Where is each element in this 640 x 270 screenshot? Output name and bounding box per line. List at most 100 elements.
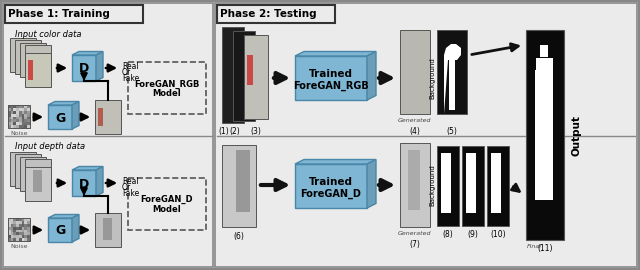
Bar xyxy=(217,5,335,23)
Polygon shape xyxy=(367,52,376,100)
Bar xyxy=(25,167,51,201)
Bar xyxy=(295,56,367,100)
Text: ForeGAN_D: ForeGAN_D xyxy=(301,189,362,199)
Text: Real: Real xyxy=(122,62,139,71)
Text: (6): (6) xyxy=(234,232,244,241)
Text: ForeGAN_RGB: ForeGAN_RGB xyxy=(134,79,200,89)
Text: ForeGAN_D: ForeGAN_D xyxy=(141,194,193,204)
Bar xyxy=(15,40,41,74)
Bar xyxy=(546,139,553,189)
Bar xyxy=(5,5,143,23)
Text: Background: Background xyxy=(429,164,435,206)
Text: Real: Real xyxy=(122,177,139,186)
Text: Generated: Generated xyxy=(398,231,431,236)
Bar xyxy=(103,218,112,240)
Bar xyxy=(10,152,36,186)
Polygon shape xyxy=(72,214,79,242)
Bar xyxy=(95,100,121,134)
Text: Or: Or xyxy=(122,183,131,192)
Bar xyxy=(437,30,467,114)
Bar xyxy=(491,153,501,213)
Polygon shape xyxy=(444,44,461,114)
Text: (4): (4) xyxy=(410,127,420,136)
Bar xyxy=(98,108,103,126)
Bar xyxy=(247,55,253,85)
Bar xyxy=(535,40,553,200)
Bar xyxy=(48,218,72,242)
Bar xyxy=(128,62,206,114)
Text: Or: Or xyxy=(122,68,131,77)
Bar xyxy=(540,45,548,57)
Bar xyxy=(25,53,51,87)
Text: ForeGAN_RGB: ForeGAN_RGB xyxy=(293,81,369,91)
Text: Phase 2: Testing: Phase 2: Testing xyxy=(220,9,317,19)
Bar xyxy=(466,153,476,213)
Text: (11): (11) xyxy=(537,244,553,253)
Bar xyxy=(8,218,30,241)
Text: (8): (8) xyxy=(443,230,453,239)
Bar xyxy=(72,55,96,81)
Text: Input depth data: Input depth data xyxy=(15,142,85,151)
Bar xyxy=(95,213,121,247)
Bar xyxy=(20,42,46,76)
Bar xyxy=(535,40,553,70)
Bar xyxy=(20,157,46,191)
Text: Output: Output xyxy=(571,114,581,156)
Text: Background: Background xyxy=(429,57,435,99)
Polygon shape xyxy=(96,167,103,196)
Bar xyxy=(400,143,430,227)
Text: Trained: Trained xyxy=(309,69,353,79)
Bar xyxy=(28,60,33,80)
Text: (1): (1) xyxy=(219,127,229,136)
Bar xyxy=(222,145,256,227)
Text: Fake: Fake xyxy=(122,74,140,83)
Text: Model: Model xyxy=(152,204,181,214)
Polygon shape xyxy=(295,160,376,164)
Text: Generated: Generated xyxy=(398,118,431,123)
Bar xyxy=(441,153,451,213)
Text: Noise: Noise xyxy=(10,244,28,249)
Bar xyxy=(215,3,637,267)
Text: (9): (9) xyxy=(468,230,479,239)
Bar xyxy=(526,30,564,240)
Text: (2): (2) xyxy=(230,127,241,136)
Bar xyxy=(233,31,255,121)
Bar xyxy=(25,45,51,79)
Bar xyxy=(408,150,420,210)
Bar xyxy=(487,146,509,226)
Text: Final: Final xyxy=(527,244,542,249)
Polygon shape xyxy=(72,52,103,55)
Polygon shape xyxy=(72,102,79,129)
Text: G: G xyxy=(55,112,65,124)
Bar xyxy=(72,170,96,196)
Text: D: D xyxy=(79,62,89,76)
Bar xyxy=(462,146,484,226)
Bar xyxy=(15,154,41,188)
Polygon shape xyxy=(72,167,103,170)
Bar xyxy=(10,38,36,72)
Bar xyxy=(8,105,30,128)
Bar xyxy=(536,58,553,138)
Polygon shape xyxy=(96,52,103,81)
Polygon shape xyxy=(367,160,376,208)
Text: Model: Model xyxy=(152,89,181,99)
Bar xyxy=(3,3,213,267)
Bar xyxy=(25,159,51,193)
Text: D: D xyxy=(79,177,89,191)
Text: Input color data: Input color data xyxy=(15,30,81,39)
Text: Trained: Trained xyxy=(309,177,353,187)
Text: Fake: Fake xyxy=(122,189,140,198)
Text: Phase 1: Training: Phase 1: Training xyxy=(8,9,110,19)
Bar xyxy=(222,27,244,123)
Bar xyxy=(33,170,42,192)
Bar xyxy=(400,30,430,114)
Bar xyxy=(48,105,72,129)
Bar xyxy=(437,146,459,226)
Text: (7): (7) xyxy=(410,240,420,249)
Text: (5): (5) xyxy=(447,127,458,136)
Bar xyxy=(295,164,367,208)
Text: (10): (10) xyxy=(490,230,506,239)
Text: G: G xyxy=(55,224,65,238)
Polygon shape xyxy=(48,214,79,218)
Bar xyxy=(449,55,455,110)
